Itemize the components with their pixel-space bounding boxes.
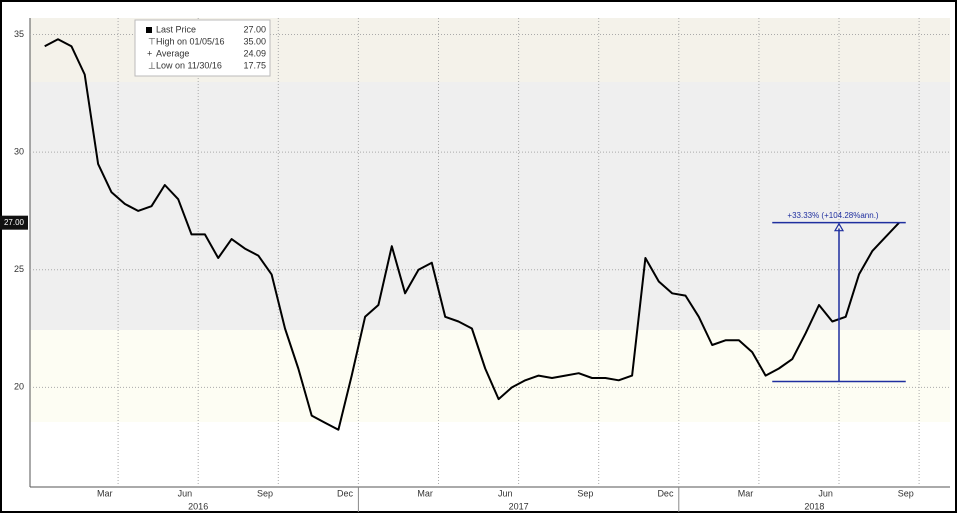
x-tick-label: Sep bbox=[257, 488, 273, 498]
legend-label: Average bbox=[156, 48, 189, 58]
last-price-label: 27.00 bbox=[4, 218, 25, 227]
legend-icon: + bbox=[147, 48, 152, 58]
x-tick-label: Mar bbox=[97, 488, 113, 498]
legend-value: 17.75 bbox=[243, 60, 266, 70]
y-tick-label: 35 bbox=[14, 29, 24, 39]
x-tick-label: Jun bbox=[178, 488, 193, 498]
legend-swatch bbox=[146, 27, 152, 33]
legend-value: 35.00 bbox=[243, 36, 266, 46]
y-tick-label: 30 bbox=[14, 146, 24, 156]
last-price-tag bbox=[0, 215, 28, 230]
x-tick-label: Mar bbox=[417, 488, 433, 498]
band-low bbox=[30, 330, 950, 422]
y-tick-label: 25 bbox=[14, 264, 24, 274]
band-mid bbox=[30, 82, 950, 330]
legend-label: Last Price bbox=[156, 24, 196, 34]
price-line bbox=[44, 38, 900, 431]
legend-label: High on 01/05/16 bbox=[156, 36, 225, 46]
x-tick-label: Dec bbox=[657, 488, 674, 498]
annotation-arrow bbox=[833, 222, 845, 232]
x-tick-label: Sep bbox=[577, 488, 593, 498]
year-label: 2016 bbox=[188, 501, 208, 511]
y-tick-label: 20 bbox=[14, 382, 24, 392]
x-tick-label: Sep bbox=[898, 488, 914, 498]
year-label: 2018 bbox=[804, 501, 824, 511]
year-label: 2017 bbox=[509, 501, 529, 511]
legend-label: Low on 11/30/16 bbox=[156, 60, 222, 70]
legend-box bbox=[134, 19, 271, 77]
legend-icon: ⊥ bbox=[148, 60, 156, 70]
legend: Last Price 27.00 ⊤ High on 01/05/16 35.0… bbox=[134, 19, 271, 77]
legend-value: 24.09 bbox=[243, 48, 266, 58]
x-tick-label: Jun bbox=[498, 488, 513, 498]
x-tick-label: Mar bbox=[738, 488, 754, 498]
legend-icon: ⊤ bbox=[148, 36, 156, 46]
x-tick-label: Jun bbox=[818, 488, 833, 498]
annotation-label: +33.33% (+104.28%ann.) bbox=[787, 211, 879, 220]
legend-value: 27.00 bbox=[243, 24, 266, 34]
x-tick-label: Dec bbox=[337, 488, 354, 498]
